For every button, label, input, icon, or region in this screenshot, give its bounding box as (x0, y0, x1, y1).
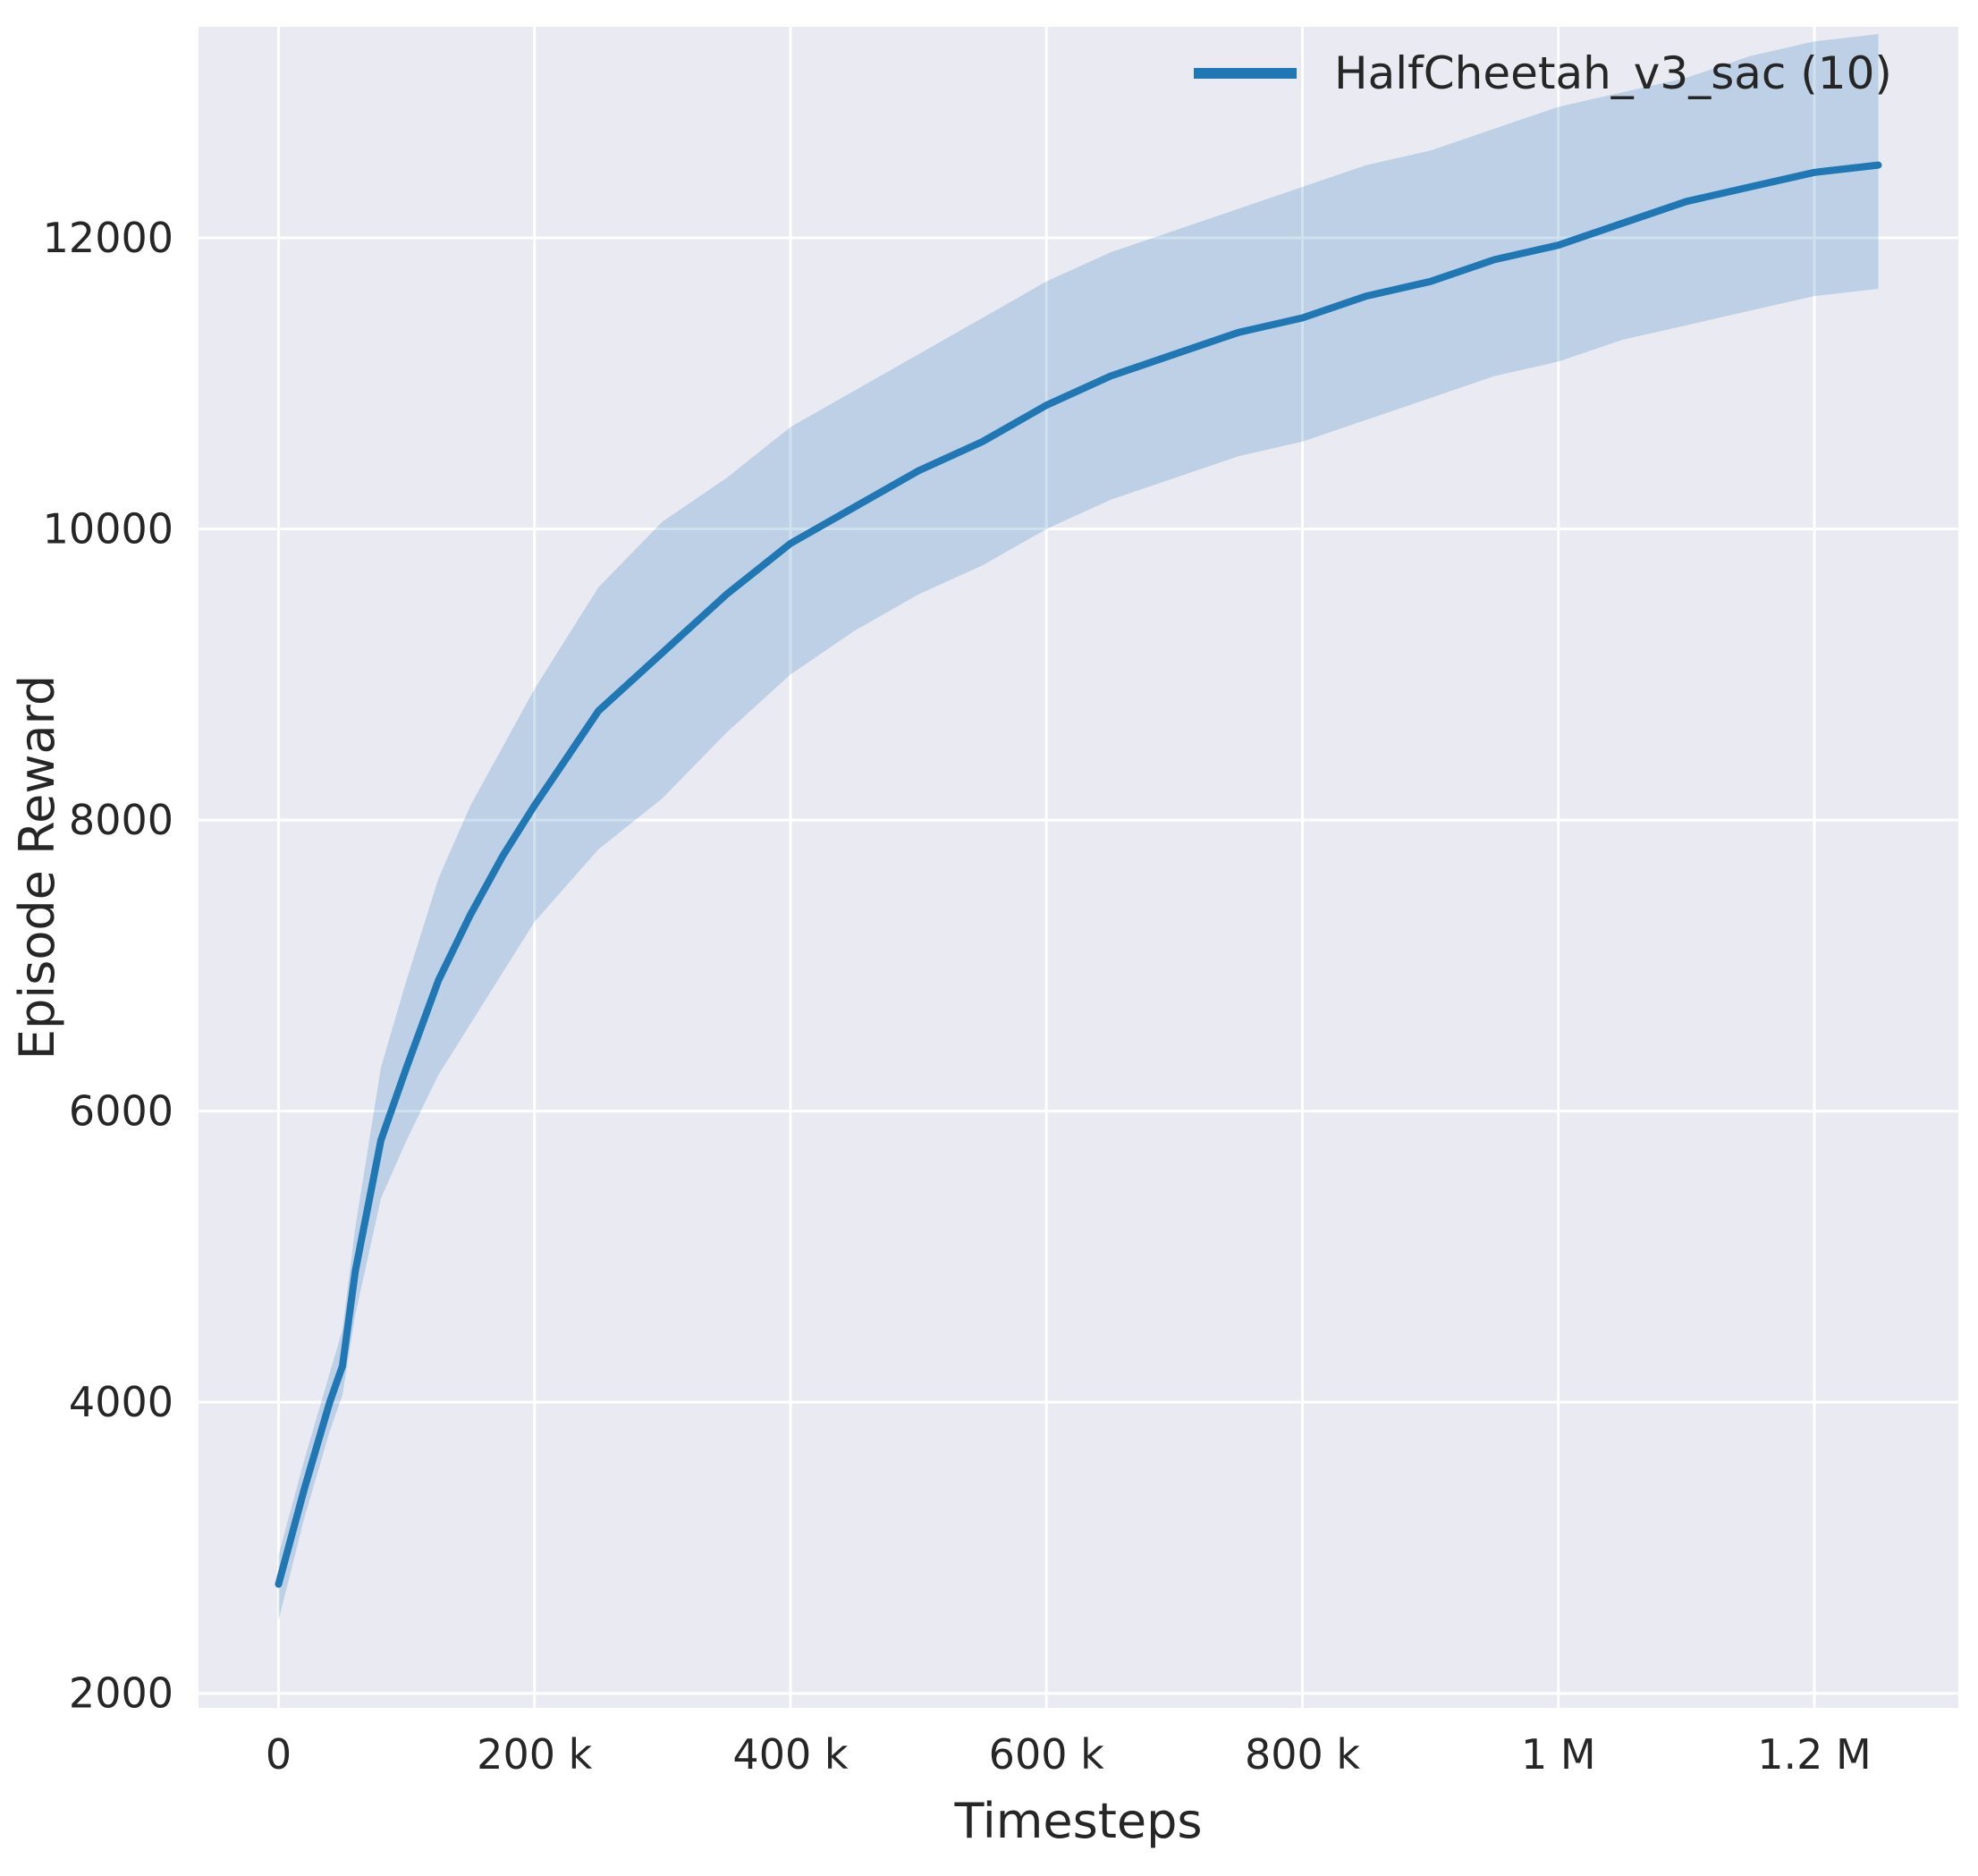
y-axis-label: Episode Reward (9, 675, 65, 1060)
y-tick-label: 2000 (69, 1669, 173, 1718)
y-tick-labels: 2000 4000 6000 8000 10000 12000 (43, 214, 173, 1718)
mean-line (275, 161, 1882, 1588)
y-tick-label: 12000 (43, 214, 173, 262)
x-axis-label: Timesteps (953, 1793, 1202, 1849)
y-tick-label: 8000 (69, 796, 173, 844)
x-tick-label: 1 M (1521, 1730, 1596, 1779)
legend-label: HalfCheetah_v3_sac (10) (1334, 47, 1892, 99)
x-tick-labels: 0 200 k 400 k 600 k 800 k 1 M 1.2 M (266, 1730, 1872, 1779)
x-tick-label: 1.2 M (1757, 1730, 1871, 1779)
gridlines (199, 27, 1958, 1708)
x-tick-label: 600 k (989, 1730, 1104, 1779)
x-tick-label: 0 (266, 1730, 292, 1779)
y-tick-label: 10000 (43, 505, 173, 554)
y-tick-label: 4000 (69, 1378, 173, 1426)
x-tick-label: 400 k (732, 1730, 848, 1779)
x-tick-label: 800 k (1245, 1730, 1360, 1779)
legend: HalfCheetah_v3_sac (10) (1194, 47, 1892, 99)
y-tick-label: 6000 (69, 1087, 173, 1136)
plot-background (199, 27, 1958, 1708)
x-tick-label: 200 k (477, 1730, 592, 1779)
